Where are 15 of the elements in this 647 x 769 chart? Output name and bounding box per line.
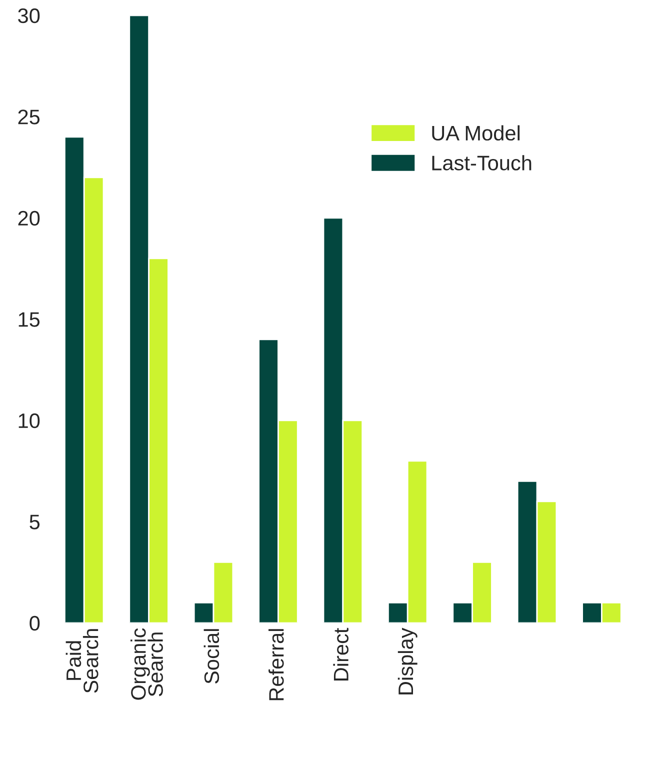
y-tick-label: 5 — [30, 514, 40, 530]
y-tick-label: 25 — [18, 110, 40, 124]
x-tick-label: Social — [204, 629, 220, 684]
y-tick-label: 15 — [18, 312, 40, 327]
y-tick-label: 10 — [18, 413, 40, 428]
legend-label: UA Model — [432, 125, 520, 141]
y-tick-label: 20 — [18, 210, 40, 226]
y-tick-label: 30 — [18, 8, 40, 24]
x-tick-label: Direct — [333, 628, 348, 680]
x-tick-label: Paid Search — [66, 629, 98, 693]
y-tick-label: 0 — [30, 616, 40, 631]
x-tick-label: Display — [398, 628, 418, 694]
legend-label: Last-Touch — [432, 155, 532, 170]
x-tick-label: Organic Search — [130, 628, 163, 700]
x-tick-label: Referral — [268, 629, 284, 700]
